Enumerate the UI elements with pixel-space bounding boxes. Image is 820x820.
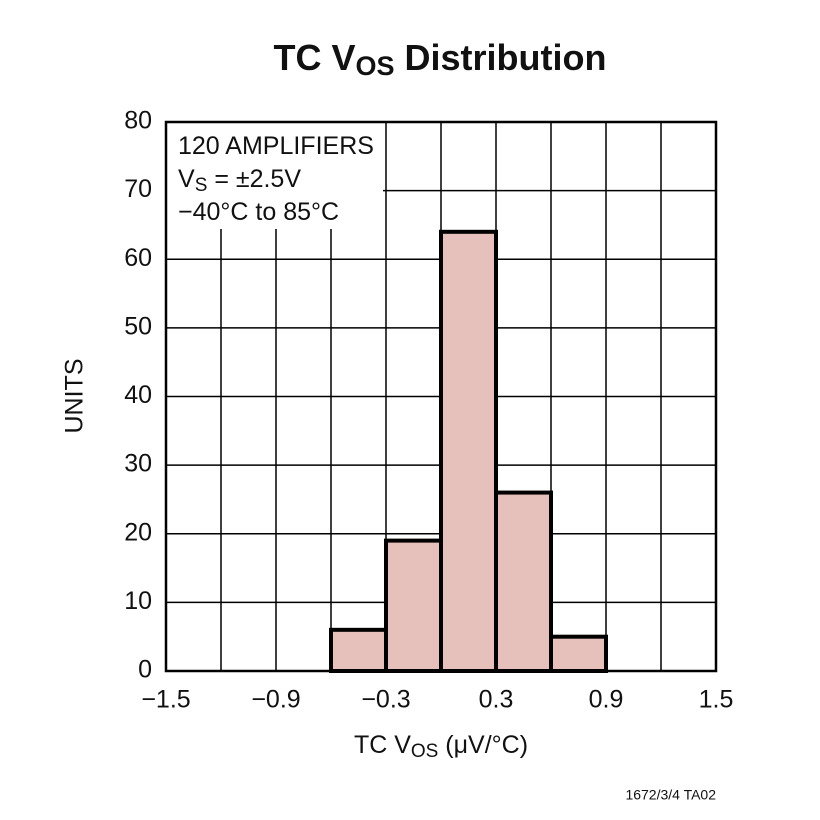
title-part: Distribution [395, 37, 607, 78]
title-sub: OS [356, 51, 395, 81]
y-tick-label: 0 [138, 656, 152, 684]
x-tick-label: −0.9 [251, 686, 300, 714]
xlabel-part: (μV/°C) [438, 731, 528, 759]
bar [439, 229, 498, 674]
bar [549, 634, 608, 673]
x-tick-label: 1.5 [699, 686, 734, 714]
x-tick-label: −1.5 [141, 686, 190, 714]
y-tick-label: 60 [124, 244, 152, 272]
y-tick-label: 40 [124, 381, 152, 409]
y-tick-label: 70 [124, 175, 152, 203]
y-axis-label: UNITS [61, 359, 89, 434]
annotation-part: V [178, 165, 195, 193]
y-tick-label: 50 [124, 312, 152, 340]
bar [384, 538, 443, 673]
x-tick-label: 0.9 [589, 686, 624, 714]
chart-title: TC VOS Distribution [273, 37, 606, 82]
annotation-part: = ±2.5V [207, 165, 301, 193]
annotation-box [167, 123, 383, 229]
y-tick-label: 20 [124, 518, 152, 546]
y-tick-label: 10 [124, 587, 152, 615]
x-axis-label: TC VOS (μV/°C) [354, 731, 528, 762]
y-tick-label: 30 [124, 450, 152, 478]
annotation: VS = ±2.5V [178, 165, 301, 196]
bar [329, 627, 388, 674]
title-part: TC V [273, 37, 355, 78]
plot-frame [164, 120, 718, 673]
bar [494, 490, 553, 674]
y-tick-label: 80 [124, 107, 152, 135]
x-tick-label: 0.3 [479, 686, 514, 714]
xlabel-sub: OS [411, 741, 438, 762]
x-tick-label: −0.3 [361, 686, 410, 714]
annotation: 120 AMPLIFIERS [178, 132, 374, 160]
footnote: 1672/3/4 TA02 [625, 787, 716, 803]
annotation-part: −40°C to 85°C [178, 198, 339, 226]
annotation-part: 120 AMPLIFIERS [178, 132, 374, 160]
xlabel-part: TC V [354, 731, 411, 759]
annotation-part: S [195, 175, 208, 196]
annotation: −40°C to 85°C [178, 198, 339, 226]
